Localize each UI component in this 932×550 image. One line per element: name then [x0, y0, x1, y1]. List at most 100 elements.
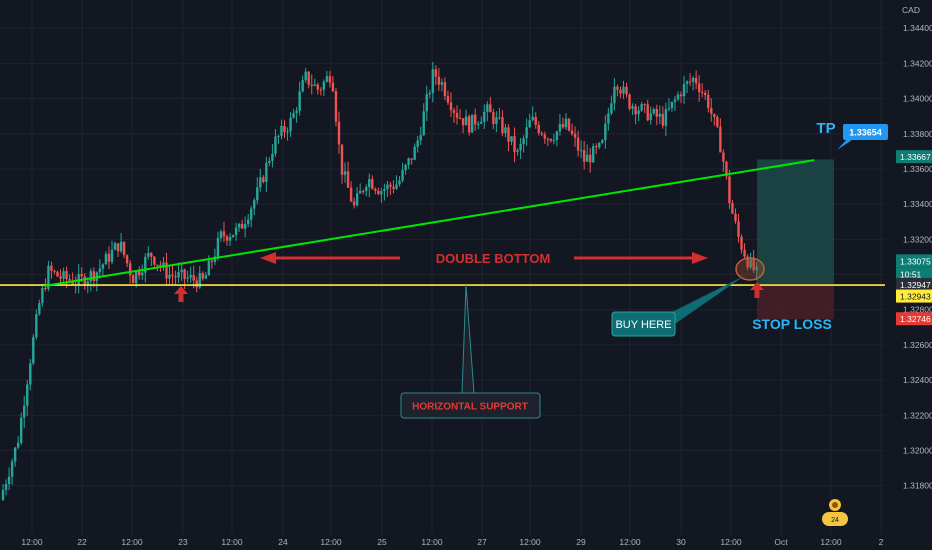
- tag-alt: 1.32943: [900, 292, 931, 302]
- candle-body: [23, 405, 26, 418]
- candle-body: [355, 193, 359, 206]
- candle-body: [697, 83, 701, 93]
- drawn-lines: [0, 159, 885, 287]
- x-tick-label: Oct: [774, 537, 788, 547]
- candle-body: [286, 131, 289, 133]
- candle-body: [652, 109, 655, 114]
- candle-body: [1, 490, 5, 500]
- candle-body: [68, 279, 71, 281]
- candle-body: [543, 134, 547, 139]
- candle-body: [365, 187, 368, 191]
- candle-body: [740, 236, 743, 250]
- candle-body: [171, 274, 174, 277]
- candle-body: [159, 264, 162, 267]
- candle-body: [319, 89, 323, 91]
- candle-body: [700, 92, 704, 94]
- candle-body: [162, 262, 165, 267]
- candle-body: [280, 126, 283, 136]
- candle-body: [228, 237, 232, 241]
- candle-body: [579, 150, 583, 152]
- candle-body: [616, 86, 619, 90]
- candle-body: [274, 136, 277, 154]
- y-tick-label: 1.34000: [903, 94, 932, 104]
- candle-body: [685, 81, 689, 85]
- candle-body: [4, 483, 8, 491]
- candle-body: [449, 102, 453, 111]
- candle-body: [10, 461, 14, 477]
- arrow-head-left: [260, 252, 276, 264]
- x-tick-label: 30: [676, 537, 686, 547]
- candle-body: [734, 213, 737, 222]
- candle-body: [592, 146, 595, 163]
- candle-body: [168, 274, 171, 279]
- candle-body: [516, 150, 519, 152]
- y-tick-label: 1.33800: [903, 129, 932, 139]
- tag-current-bg: [896, 254, 932, 268]
- tag-tp-bg: [896, 150, 932, 164]
- candle-body: [50, 265, 53, 271]
- candle-body: [691, 77, 695, 82]
- candle-body: [195, 280, 198, 288]
- price-axis[interactable]: 1.31800 1.32000 1.32200 1.32400 1.32600 1.328…: [903, 23, 932, 491]
- y-tick-label: 1.31800: [903, 481, 932, 491]
- candle-body: [253, 200, 256, 209]
- candle-body: [504, 127, 507, 134]
- tv-emoji-icon[interactable]: 24: [822, 499, 848, 526]
- candle-body: [525, 127, 528, 139]
- candle-body: [389, 184, 392, 187]
- x-tick-label: 12:00: [121, 537, 143, 547]
- candle-body: [510, 136, 513, 142]
- candle-body: [473, 114, 477, 125]
- y-tick-label: 1.32000: [903, 446, 932, 456]
- candle-body: [404, 164, 407, 171]
- candle-body: [177, 272, 180, 278]
- candle-body: [119, 241, 123, 252]
- candle-body: [116, 243, 120, 252]
- candle-body: [486, 104, 489, 112]
- x-tick-label: 12:00: [320, 537, 342, 547]
- candle-body: [425, 94, 428, 112]
- candle-body: [628, 94, 631, 109]
- candle-body: [716, 116, 719, 127]
- candle-body: [207, 260, 211, 276]
- x-tick-label: 12:00: [619, 537, 641, 547]
- candle-body: [528, 120, 531, 128]
- candle-body: [153, 256, 156, 265]
- candle-body: [419, 135, 422, 141]
- candle-body: [679, 94, 683, 97]
- candle-body: [452, 110, 456, 113]
- bottom-arrow-2: [750, 282, 764, 298]
- candle-body: [519, 144, 522, 151]
- candle-body: [268, 160, 271, 163]
- time-axis[interactable]: 12:00 22 12:00 23 12:00 24 12:00 25 12:00 27 12:00…: [21, 537, 883, 547]
- candle-body: [667, 108, 671, 110]
- candle-body: [752, 257, 755, 271]
- candle-body: [755, 266, 758, 271]
- buy-here-label: BUY HERE: [615, 319, 671, 331]
- candle-body: [410, 158, 413, 160]
- candle-body: [458, 117, 462, 119]
- candle-body: [13, 447, 17, 462]
- candle-body: [643, 104, 646, 106]
- candle-body: [38, 303, 41, 315]
- candle-body: [216, 237, 220, 257]
- candle-body: [446, 96, 450, 103]
- candle-body: [346, 171, 350, 188]
- candle-body: [125, 255, 129, 264]
- candle-body: [395, 184, 398, 189]
- candle-body: [673, 99, 677, 102]
- candle-body: [250, 208, 253, 220]
- candle-body: [328, 76, 332, 83]
- candle-body: [237, 223, 241, 228]
- candle-body: [80, 273, 83, 277]
- candle-body: [262, 177, 265, 182]
- candle-body: [368, 179, 371, 188]
- candle-body: [555, 131, 559, 141]
- grid-lines: [0, 0, 885, 535]
- candle-body: [277, 135, 280, 137]
- candle-body: [546, 138, 550, 140]
- candle-body: [646, 104, 649, 121]
- candle-body: [561, 124, 565, 128]
- candle-body: [110, 249, 114, 262]
